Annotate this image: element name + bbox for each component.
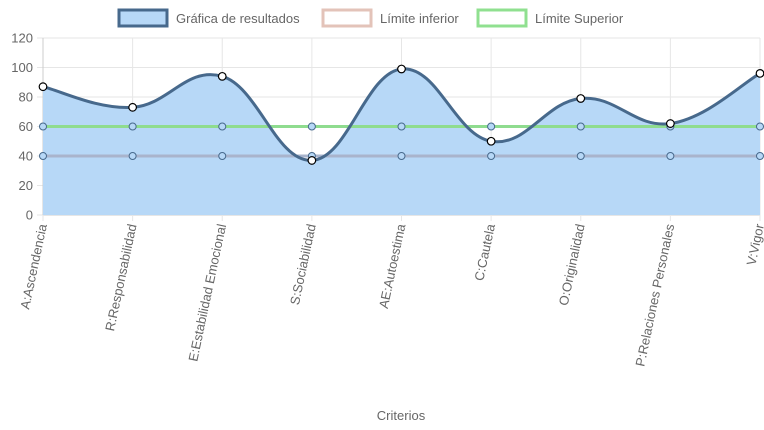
legend-label: Límite Superior xyxy=(535,11,624,26)
legend-item[interactable]: Límite Superior xyxy=(476,8,624,28)
series-layer xyxy=(38,64,764,215)
x-tick-label: R:Responsabilidad xyxy=(102,223,139,333)
data-point-resultados[interactable] xyxy=(755,69,764,78)
data-point-resultados[interactable] xyxy=(217,71,227,81)
data-point-resultados[interactable] xyxy=(38,82,48,92)
data-point-limite-inferior[interactable] xyxy=(218,152,227,160)
data-point-limite-superior[interactable] xyxy=(128,122,137,131)
legend-swatch xyxy=(476,8,528,28)
x-tick-label: P:Relaciones Personales xyxy=(632,222,677,368)
legend-item[interactable]: Límite inferior xyxy=(321,8,459,28)
x-tick-label: A:Ascendencia xyxy=(17,222,50,311)
x-tick-label: AE:Autoestima xyxy=(376,222,409,310)
data-point-limite-superior[interactable] xyxy=(576,122,585,131)
y-tick-label: 40 xyxy=(19,149,33,164)
x-tick-label: V:Vigor xyxy=(744,222,764,267)
y-axis: 0 20 40 60 80 100 120 xyxy=(11,31,33,223)
data-point-resultados[interactable] xyxy=(128,102,138,112)
y-tick-label: 60 xyxy=(19,119,33,134)
y-tick-label: 0 xyxy=(26,208,33,223)
data-point-limite-superior[interactable] xyxy=(756,122,764,131)
data-point-limite-inferior[interactable] xyxy=(666,152,675,160)
legend-item[interactable]: Gráfica de resultados xyxy=(117,8,300,28)
data-point-resultados[interactable] xyxy=(397,64,406,74)
legend-label: Gráfica de resultados xyxy=(176,11,300,26)
x-tick-label: S:Sociabilidad xyxy=(287,223,319,307)
x-tick-label: O:Originalidad xyxy=(556,223,588,307)
y-tick-label: 20 xyxy=(19,178,33,193)
data-point-limite-superior[interactable] xyxy=(307,122,316,131)
data-point-limite-inferior[interactable] xyxy=(756,152,764,160)
x-axis: A:Ascendencia R:Responsabilidad E:Estabili… xyxy=(17,222,764,368)
legend-swatch xyxy=(321,8,373,28)
x-axis-label: Criterios xyxy=(377,408,426,423)
data-point-resultados[interactable] xyxy=(307,156,317,165)
data-point-limite-inferior[interactable] xyxy=(576,152,585,160)
y-tick-label: 120 xyxy=(11,31,33,46)
legend-swatch xyxy=(117,8,169,28)
data-point-resultados[interactable] xyxy=(576,94,586,103)
y-tick-label: 100 xyxy=(11,60,33,75)
data-point-resultados[interactable] xyxy=(486,136,496,146)
legend: Gráfica de resultados Límite inferior Lími… xyxy=(117,8,624,28)
data-point-limite-inferior[interactable] xyxy=(128,152,137,160)
data-point-limite-superior[interactable] xyxy=(487,122,496,131)
y-tick-label: 80 xyxy=(19,90,33,105)
x-tick-label: E:Estabilidad Emocional xyxy=(185,222,229,362)
data-point-limite-inferior[interactable] xyxy=(397,152,406,160)
x-tick-label: C:Cautela xyxy=(471,222,498,282)
legend-label: Límite inferior xyxy=(380,11,459,26)
data-point-limite-inferior[interactable] xyxy=(39,152,47,160)
data-point-limite-superior[interactable] xyxy=(218,122,227,131)
data-point-resultados[interactable] xyxy=(665,119,675,128)
data-point-limite-superior[interactable] xyxy=(397,122,406,131)
data-point-limite-inferior[interactable] xyxy=(487,152,496,160)
data-point-limite-superior[interactable] xyxy=(39,122,47,131)
series-area-resultados xyxy=(43,68,760,215)
